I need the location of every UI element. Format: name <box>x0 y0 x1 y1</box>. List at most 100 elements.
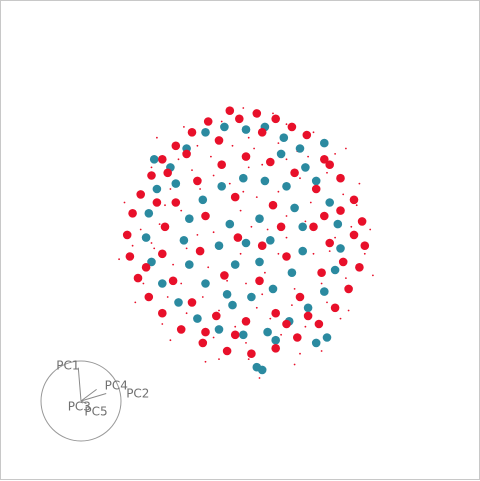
scatter-dot <box>118 258 120 260</box>
scatter-dot <box>313 253 315 255</box>
scatter-dot <box>326 302 328 304</box>
scatter-dot <box>253 148 255 150</box>
scatter-dot <box>313 131 315 133</box>
scatter-point <box>312 177 321 186</box>
scatter-dot <box>264 272 266 274</box>
scatter-dot <box>186 248 188 250</box>
scatter-dot <box>294 288 296 290</box>
scatter-dot <box>345 277 347 279</box>
scatter-point <box>158 250 167 259</box>
scatter-point <box>288 268 297 277</box>
scatter-point <box>261 177 270 186</box>
scatter-dot <box>202 296 204 298</box>
scatter-point <box>247 349 256 358</box>
scatter-point <box>220 123 229 132</box>
scatter-point <box>344 285 353 294</box>
scatter-dot <box>167 296 169 298</box>
scatter-dot <box>307 156 309 158</box>
scatter-point <box>174 298 183 307</box>
scatter-point <box>185 214 194 223</box>
scatter-point <box>290 204 299 213</box>
scatter-point <box>172 198 181 207</box>
scatter-dot <box>245 283 247 285</box>
scatter-point <box>169 277 178 286</box>
scatter-point <box>317 268 326 277</box>
scatter-dot <box>291 304 293 306</box>
scatter-point <box>204 117 213 126</box>
scatter-dot <box>259 377 261 379</box>
scatter-dot <box>164 204 166 206</box>
scatter-point <box>312 185 321 194</box>
scatter-point <box>266 158 275 167</box>
scatter-point <box>153 185 162 194</box>
scatter-dot <box>286 237 288 239</box>
scatter-point <box>142 263 151 272</box>
scatter-point <box>201 128 210 137</box>
scatter-dot <box>132 245 134 247</box>
scatter-dot <box>256 196 258 198</box>
scatter-dot <box>348 310 350 312</box>
scatter-point <box>304 304 313 313</box>
scatter-point <box>215 136 224 145</box>
scatter-point <box>150 155 159 164</box>
scatter-dot <box>143 283 145 285</box>
scatter-dot <box>286 215 288 217</box>
scatter-point <box>161 223 170 232</box>
scatter-point <box>269 285 278 294</box>
scatter-point <box>266 236 275 245</box>
scatter-point <box>228 301 237 310</box>
scatter-point <box>280 133 289 142</box>
scatter-point <box>247 293 256 302</box>
scatter-dot <box>272 113 274 115</box>
scatter-point <box>334 220 343 229</box>
scatter-point <box>331 266 340 275</box>
scatter-point <box>242 317 251 326</box>
scatter-point <box>172 142 181 151</box>
scatter-dot <box>178 158 180 160</box>
scatter-dot <box>342 194 344 196</box>
scatter-point <box>188 128 197 137</box>
scatter-point <box>201 328 210 337</box>
scatter-point <box>336 206 345 215</box>
scatter-dot <box>210 156 212 158</box>
pc-label: PC4 <box>105 378 128 392</box>
scatter-point <box>185 260 194 269</box>
scatter-dot <box>205 361 207 363</box>
scatter-dot <box>242 107 244 109</box>
scatter-point <box>269 201 278 210</box>
scatter-dot <box>310 202 312 204</box>
scatter-point <box>361 241 370 250</box>
scatter-point <box>217 160 226 169</box>
scatter-point <box>145 293 154 302</box>
scatter-point <box>298 223 307 232</box>
scatter-point <box>134 274 143 283</box>
scatter-dot <box>334 153 336 155</box>
scatter-point <box>193 177 202 186</box>
scatter-point <box>325 198 334 207</box>
scatter-point <box>293 333 302 342</box>
scatter-point <box>147 171 156 180</box>
scatter-point <box>223 290 232 299</box>
pc-label: PC1 <box>56 359 79 373</box>
scatter-dot <box>226 280 228 282</box>
scatter-point <box>158 279 167 288</box>
scatter-point <box>263 328 272 337</box>
scatter-dot <box>278 142 280 144</box>
scatter-point <box>235 115 244 124</box>
scatter-dot <box>186 312 188 314</box>
scatter-dot <box>191 169 193 171</box>
scatter-point <box>234 233 243 242</box>
scatter-dot <box>248 137 250 139</box>
scatter-point <box>277 150 286 159</box>
scatter-point <box>231 331 240 340</box>
scatter-dot <box>269 318 271 320</box>
scatter-dot <box>261 164 263 166</box>
scatter-dot <box>240 253 242 255</box>
scatter-point <box>271 309 280 318</box>
scatter-point <box>320 287 329 296</box>
scatter-dot <box>197 145 199 147</box>
scatter-point <box>303 131 312 140</box>
scatter-dot <box>151 167 153 169</box>
scatter-point <box>242 152 251 161</box>
